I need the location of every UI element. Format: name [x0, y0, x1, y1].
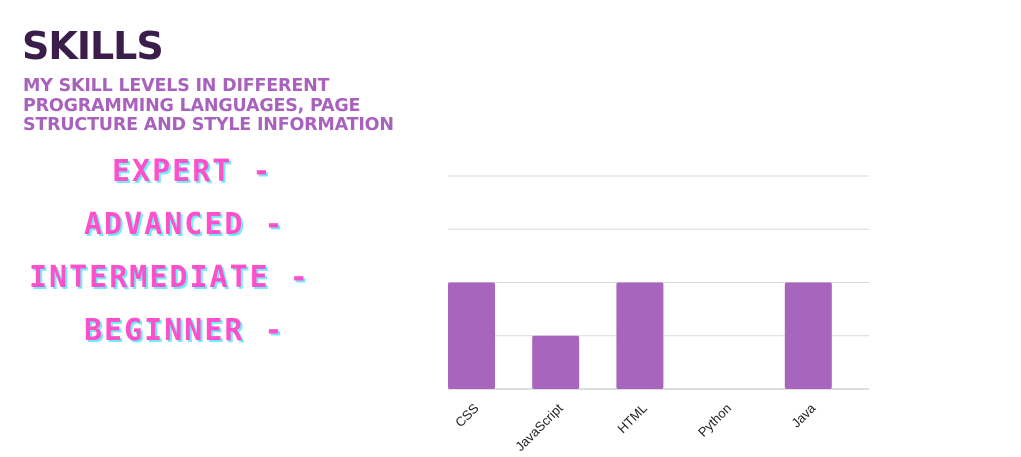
bar-java	[784, 282, 832, 389]
level-advanced: ADVANCED -	[84, 207, 285, 242]
level-beginner: BEGINNER -	[84, 313, 285, 348]
x-tick-label: JavaScript	[512, 400, 566, 454]
level-intermediate: INTERMEDIATE -	[29, 260, 310, 295]
x-tick-label: Python	[695, 401, 734, 440]
page-subtitle: MY SKILL LEVELS IN DIFFERENT PROGRAMMING…	[23, 76, 394, 135]
level-expert: EXPERT -	[112, 154, 273, 189]
bar-html	[616, 282, 664, 389]
skill-level-labels: EXPERT - ADVANCED - INTERMEDIATE - BEGIN…	[0, 0, 430, 457]
x-tick-label: HTML	[614, 401, 650, 437]
bar-javascript	[532, 335, 580, 389]
x-tick-label: Java	[788, 400, 819, 431]
bar-css	[448, 282, 495, 389]
page-title: SKILLS	[22, 24, 164, 68]
x-tick-label: CSS	[452, 400, 482, 430]
